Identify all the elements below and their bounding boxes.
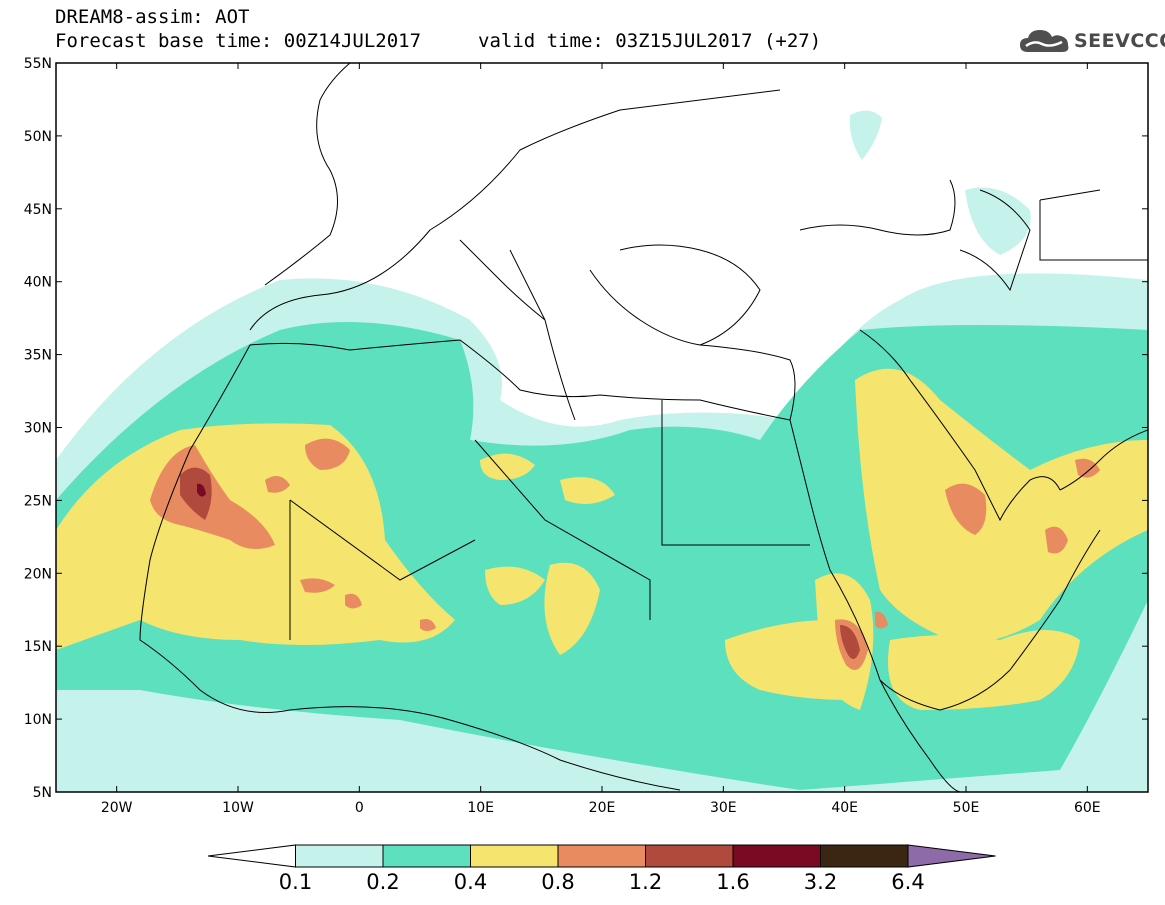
- lat-tick-label: 45N: [24, 202, 52, 218]
- logo-text: SEEVCCC: [1074, 30, 1165, 52]
- colorbar-over-arrow: [907, 844, 996, 868]
- seevccc-logo: SEEVCCC: [1018, 24, 1165, 60]
- lon-tick-label: 0: [355, 800, 364, 816]
- aot-field: [56, 63, 1148, 792]
- lat-tick-label: 25N: [24, 493, 52, 509]
- lat-tick-label: 40N: [24, 275, 52, 291]
- title-line-2: Forecast base time: 00Z14JUL2017: [55, 30, 422, 52]
- lon-tick-label: 60E: [1074, 800, 1101, 816]
- colorbar-label: 1.2: [628, 870, 663, 894]
- lon-tick-label: 30E: [710, 800, 737, 816]
- colorbar-label: 0.8: [541, 870, 575, 894]
- colorbar-box: [557, 844, 646, 868]
- colorbar-label: 0.4: [453, 870, 488, 894]
- colorbar-label: 6.4: [891, 870, 925, 894]
- lat-tick-label: 15N: [24, 639, 52, 655]
- colorbar-box: [470, 844, 559, 868]
- lon-tick-label: 40E: [831, 800, 858, 816]
- colorbar-box: [645, 844, 734, 868]
- lat-tick-label: 20N: [24, 566, 52, 582]
- title-line-1: DREAM8-assim: AOT: [55, 6, 250, 28]
- lat-tick-label: 35N: [24, 348, 52, 364]
- colorbar-box: [732, 844, 821, 868]
- colorbar-box: [820, 844, 909, 868]
- cloud-icon: [1020, 30, 1069, 52]
- colorbar-label: 1.6: [716, 870, 750, 894]
- coastlines: [139, 63, 1148, 792]
- lon-tick-label: 10W: [222, 800, 254, 816]
- lon-tick-label: 20E: [589, 800, 616, 816]
- lat-tick-label: 30N: [24, 421, 52, 437]
- colorbar-label: 0.1: [278, 870, 313, 894]
- lon-tick-label: 10E: [467, 800, 494, 816]
- lon-tick-label: 50E: [953, 800, 980, 816]
- lat-tick-label: 50N: [24, 129, 52, 145]
- colorbar-box: [382, 844, 471, 868]
- lat-tick-label: 10N: [24, 712, 52, 728]
- lat-tick-label: 5N: [33, 785, 52, 801]
- colorbar-label: 0.2: [366, 870, 400, 894]
- lon-tick-label: 20W: [101, 800, 133, 816]
- colorbar: [207, 844, 996, 868]
- colorbar-box: [295, 844, 384, 868]
- axis-ticks: 55N 50N 45N 40N 35N 30N 25N 20N 15N 10N 5N 20W 10W 0 1…: [24, 56, 1148, 816]
- colorbar-label: 3.2: [803, 870, 838, 894]
- valid-time: valid time: 03Z15JUL2017 (+27): [478, 30, 822, 52]
- lat-tick-label: 55N: [24, 56, 52, 72]
- colorbar-under-arrow: [207, 844, 296, 868]
